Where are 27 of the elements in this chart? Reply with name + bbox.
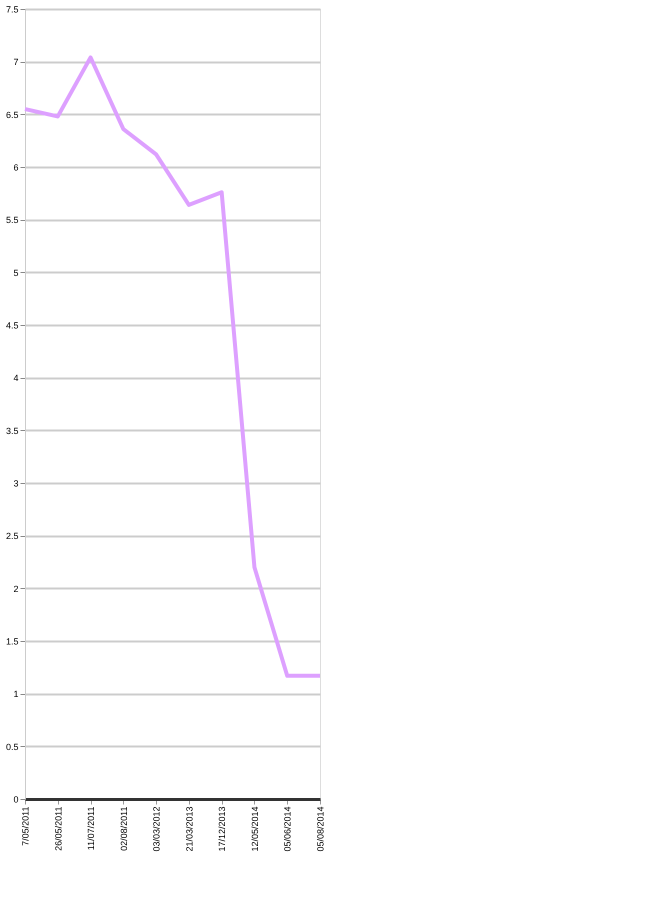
x-tick-label: 05/06/2014 xyxy=(282,806,293,852)
y-tick-label: 2.5 xyxy=(6,531,18,542)
x-tick-label: 21/03/2013 xyxy=(184,806,194,852)
y-tick-label: 4 xyxy=(13,373,18,384)
x-tick-label: 05/08/2014 xyxy=(316,806,326,852)
x-tick-label: 02/08/2011 xyxy=(118,806,129,851)
y-tick-label: 1 xyxy=(13,689,18,700)
y-tick-label: 2 xyxy=(13,584,18,594)
y-tick-label: 3.5 xyxy=(6,426,18,436)
y-tick-label: 6.5 xyxy=(6,110,18,120)
x-tick-label: 03/03/2012 xyxy=(152,806,162,852)
line-series xyxy=(23,55,322,678)
y-tick-label: 1.5 xyxy=(6,636,18,646)
x-tick-label: 11/07/2011 xyxy=(86,806,96,850)
y-tick-label: 0.5 xyxy=(6,742,18,752)
y-tick-label: 5.5 xyxy=(6,215,18,226)
y-tick-label: 3 xyxy=(13,478,18,488)
x-tick-label: 12/05/2014 xyxy=(250,806,260,852)
y-tick-label: 7.5 xyxy=(6,4,18,14)
x-tick-label: 7/05/2011 xyxy=(20,806,30,846)
y-tick-label: 4.5 xyxy=(6,320,18,330)
x-tick-label: 17/12/2013 xyxy=(217,806,228,852)
y-tick-label: 7 xyxy=(13,57,18,68)
y-tick-label: 0 xyxy=(13,794,18,804)
y-tick-label: 5 xyxy=(13,268,18,278)
y-tick-label: 6 xyxy=(13,162,18,172)
x-tick-label: 26/05/2011 xyxy=(53,806,64,851)
